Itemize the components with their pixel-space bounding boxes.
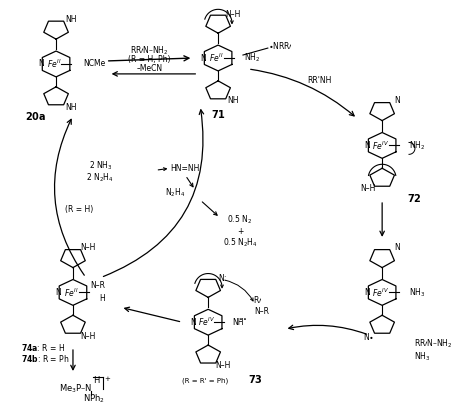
Text: $\bf{73}$: $\bf{73}$	[247, 373, 262, 385]
Text: $\bf{20a}$: $\bf{20a}$	[25, 110, 46, 122]
Text: N: N	[365, 288, 370, 297]
Text: NH: NH	[65, 15, 77, 24]
Text: N–H: N–H	[80, 243, 96, 252]
Text: N–H: N–H	[215, 361, 231, 370]
Text: N–R: N–R	[91, 281, 105, 290]
Text: N–H: N–H	[361, 184, 376, 193]
Text: (R = H): (R = H)	[65, 206, 93, 215]
Text: N–H: N–H	[225, 10, 241, 19]
Text: N: N	[38, 59, 44, 68]
Text: 0.5 N$_2$: 0.5 N$_2$	[228, 214, 253, 226]
Text: $Fe^{II}$: $Fe^{II}$	[47, 58, 61, 70]
Text: $\bf{74b}$: R = Ph: $\bf{74b}$: R = Ph	[21, 353, 70, 365]
Text: R$\prime$: R$\prime$	[253, 294, 263, 305]
Text: $Fe^{II}$: $Fe^{II}$	[209, 52, 223, 64]
Text: NH$_3$: NH$_3$	[409, 286, 425, 299]
Text: NH$_2$: NH$_2$	[409, 139, 425, 152]
Text: (R = R' = Ph): (R = R' = Ph)	[182, 377, 228, 384]
Text: N–H: N–H	[80, 332, 96, 341]
Text: N$_2$H$_4$: N$_2$H$_4$	[165, 187, 185, 199]
Text: +: +	[104, 376, 109, 382]
Text: NH$_2$: NH$_2$	[244, 52, 260, 64]
Text: N: N	[55, 288, 61, 297]
Text: N: N	[394, 96, 400, 105]
Text: N: N	[201, 54, 206, 63]
Text: $Fe^{IV}$: $Fe^{IV}$	[372, 139, 389, 152]
Text: N–R: N–R	[255, 307, 269, 316]
Text: (R = H, Ph): (R = H, Ph)	[128, 56, 171, 65]
Text: N: N	[365, 141, 370, 150]
Text: N$\bullet$: N$\bullet$	[363, 330, 374, 342]
Text: $Fe^{IV}$: $Fe^{IV}$	[198, 316, 215, 328]
Text: +: +	[237, 227, 243, 236]
Text: $\bullet\!\bullet$: $\bullet\!\bullet$	[238, 316, 247, 321]
Text: H: H	[92, 376, 99, 385]
Text: $Fe^{IV}$: $Fe^{IV}$	[372, 286, 389, 299]
Text: $\bf{71}$: $\bf{71}$	[210, 108, 226, 119]
Text: RR$\prime$N–NH$_2$: RR$\prime$N–NH$_2$	[130, 45, 169, 57]
Text: $\bf{74a}$: R = H: $\bf{74a}$: R = H	[21, 342, 65, 353]
Text: H: H	[99, 294, 105, 303]
Text: NH: NH	[65, 103, 77, 112]
Text: Me$_3$P–N: Me$_3$P–N	[59, 382, 92, 395]
Text: N: N	[191, 318, 196, 327]
Text: 2 N$_2$H$_4$: 2 N$_2$H$_4$	[86, 172, 113, 185]
Text: 0.5 N$_2$H$_4$: 0.5 N$_2$H$_4$	[223, 236, 257, 249]
Text: –MeCN: –MeCN	[137, 64, 163, 73]
Text: NPh$_2$: NPh$_2$	[83, 393, 105, 405]
Text: $\bullet$NRR$\prime$: $\bullet$NRR$\prime$	[268, 40, 292, 51]
Text: NCMe: NCMe	[83, 59, 105, 68]
Text: NH$_3$: NH$_3$	[414, 351, 430, 363]
Text: N: N	[394, 243, 400, 252]
Text: $Fe^{II}$: $Fe^{II}$	[64, 286, 78, 299]
Text: RR'NH: RR'NH	[307, 76, 332, 85]
Text: 2 NH$_3$: 2 NH$_3$	[89, 159, 112, 171]
Text: HN=NH: HN=NH	[171, 164, 200, 173]
Text: RR$\prime$N–NH$_2$: RR$\prime$N–NH$_2$	[414, 338, 452, 350]
Text: NH: NH	[227, 96, 239, 105]
Text: N$\!:\!$: N$\!:\!$	[219, 272, 228, 283]
Text: NH: NH	[232, 318, 244, 327]
Text: $\bf{72}$: $\bf{72}$	[407, 192, 421, 204]
